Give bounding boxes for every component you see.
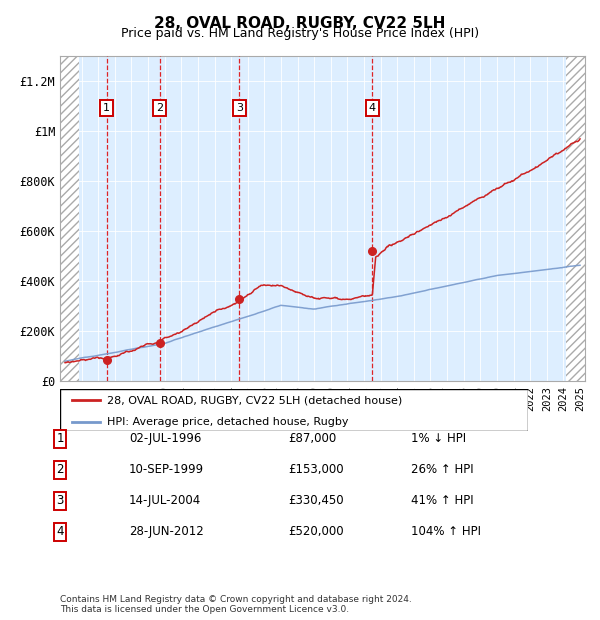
Text: 3: 3 bbox=[236, 103, 243, 113]
Text: 26% ↑ HPI: 26% ↑ HPI bbox=[411, 464, 473, 476]
Text: 1: 1 bbox=[103, 103, 110, 113]
Text: 4: 4 bbox=[56, 526, 64, 538]
Text: 14-JUL-2004: 14-JUL-2004 bbox=[129, 495, 201, 507]
Text: This data is licensed under the Open Government Licence v3.0.: This data is licensed under the Open Gov… bbox=[60, 604, 349, 614]
Text: 10-SEP-1999: 10-SEP-1999 bbox=[129, 464, 204, 476]
Text: HPI: Average price, detached house, Rugby: HPI: Average price, detached house, Rugb… bbox=[107, 417, 348, 427]
Text: 3: 3 bbox=[56, 495, 64, 507]
Text: £87,000: £87,000 bbox=[288, 433, 336, 445]
Text: 2: 2 bbox=[56, 464, 64, 476]
Text: 02-JUL-1996: 02-JUL-1996 bbox=[129, 433, 202, 445]
Bar bbox=[60, 56, 79, 381]
Text: 104% ↑ HPI: 104% ↑ HPI bbox=[411, 526, 481, 538]
Text: 2: 2 bbox=[156, 103, 163, 113]
Text: Price paid vs. HM Land Registry's House Price Index (HPI): Price paid vs. HM Land Registry's House … bbox=[121, 27, 479, 40]
Text: 28, OVAL ROAD, RUGBY, CV22 5LH: 28, OVAL ROAD, RUGBY, CV22 5LH bbox=[154, 16, 446, 31]
Text: £520,000: £520,000 bbox=[288, 526, 344, 538]
Text: 28-JUN-2012: 28-JUN-2012 bbox=[129, 526, 204, 538]
Text: 41% ↑ HPI: 41% ↑ HPI bbox=[411, 495, 473, 507]
Text: 28, OVAL ROAD, RUGBY, CV22 5LH (detached house): 28, OVAL ROAD, RUGBY, CV22 5LH (detached… bbox=[107, 395, 402, 405]
Text: £330,450: £330,450 bbox=[288, 495, 344, 507]
Bar bbox=[566, 56, 585, 381]
Text: 1: 1 bbox=[56, 433, 64, 445]
Text: £153,000: £153,000 bbox=[288, 464, 344, 476]
Text: Contains HM Land Registry data © Crown copyright and database right 2024.: Contains HM Land Registry data © Crown c… bbox=[60, 595, 412, 604]
Text: 4: 4 bbox=[369, 103, 376, 113]
Text: 1% ↓ HPI: 1% ↓ HPI bbox=[411, 433, 466, 445]
